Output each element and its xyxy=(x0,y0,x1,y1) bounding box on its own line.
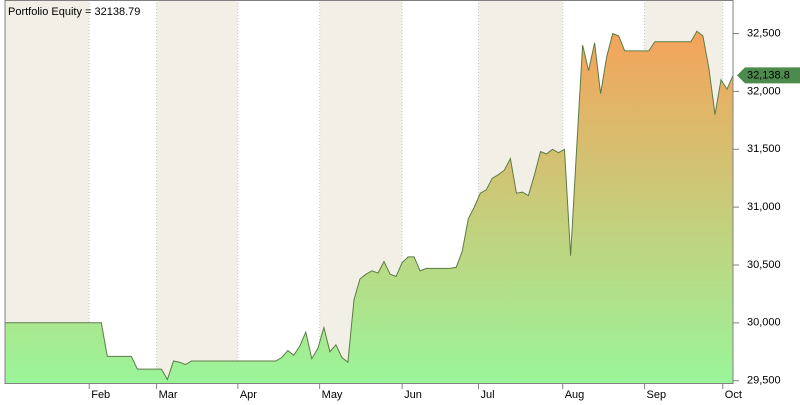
y-tick-label: 31,500 xyxy=(747,143,781,155)
x-tick-label: Feb xyxy=(91,389,110,401)
x-tick-label: Apr xyxy=(240,389,257,401)
equity-line xyxy=(5,30,734,381)
x-tick-label: Sep xyxy=(647,389,667,401)
y-tick-label: 31,000 xyxy=(747,201,781,213)
month-band xyxy=(5,0,90,383)
y-tick-label: 32,000 xyxy=(747,85,781,97)
x-tick-label: Jun xyxy=(404,389,422,401)
plot-border xyxy=(4,0,734,384)
last-value-marker xyxy=(737,67,800,84)
x-tick-label: Jul xyxy=(481,389,495,401)
month-band xyxy=(156,0,238,383)
x-tick-label: Oct xyxy=(725,389,742,401)
x-tick-label: May xyxy=(322,389,343,401)
chart-title: Portfolio Equity = 32138.79 xyxy=(8,6,140,18)
x-tick-label: Aug xyxy=(565,389,585,401)
x-tick-label: Mar xyxy=(159,389,178,401)
y-tick-label: 32,500 xyxy=(747,27,781,39)
last-value-label: 32,138.8 xyxy=(747,69,790,81)
y-tick-label: 29,500 xyxy=(747,375,781,387)
equity-area xyxy=(5,31,733,383)
y-tick-label: 30,500 xyxy=(747,259,781,271)
y-tick-label: 30,000 xyxy=(747,317,781,329)
